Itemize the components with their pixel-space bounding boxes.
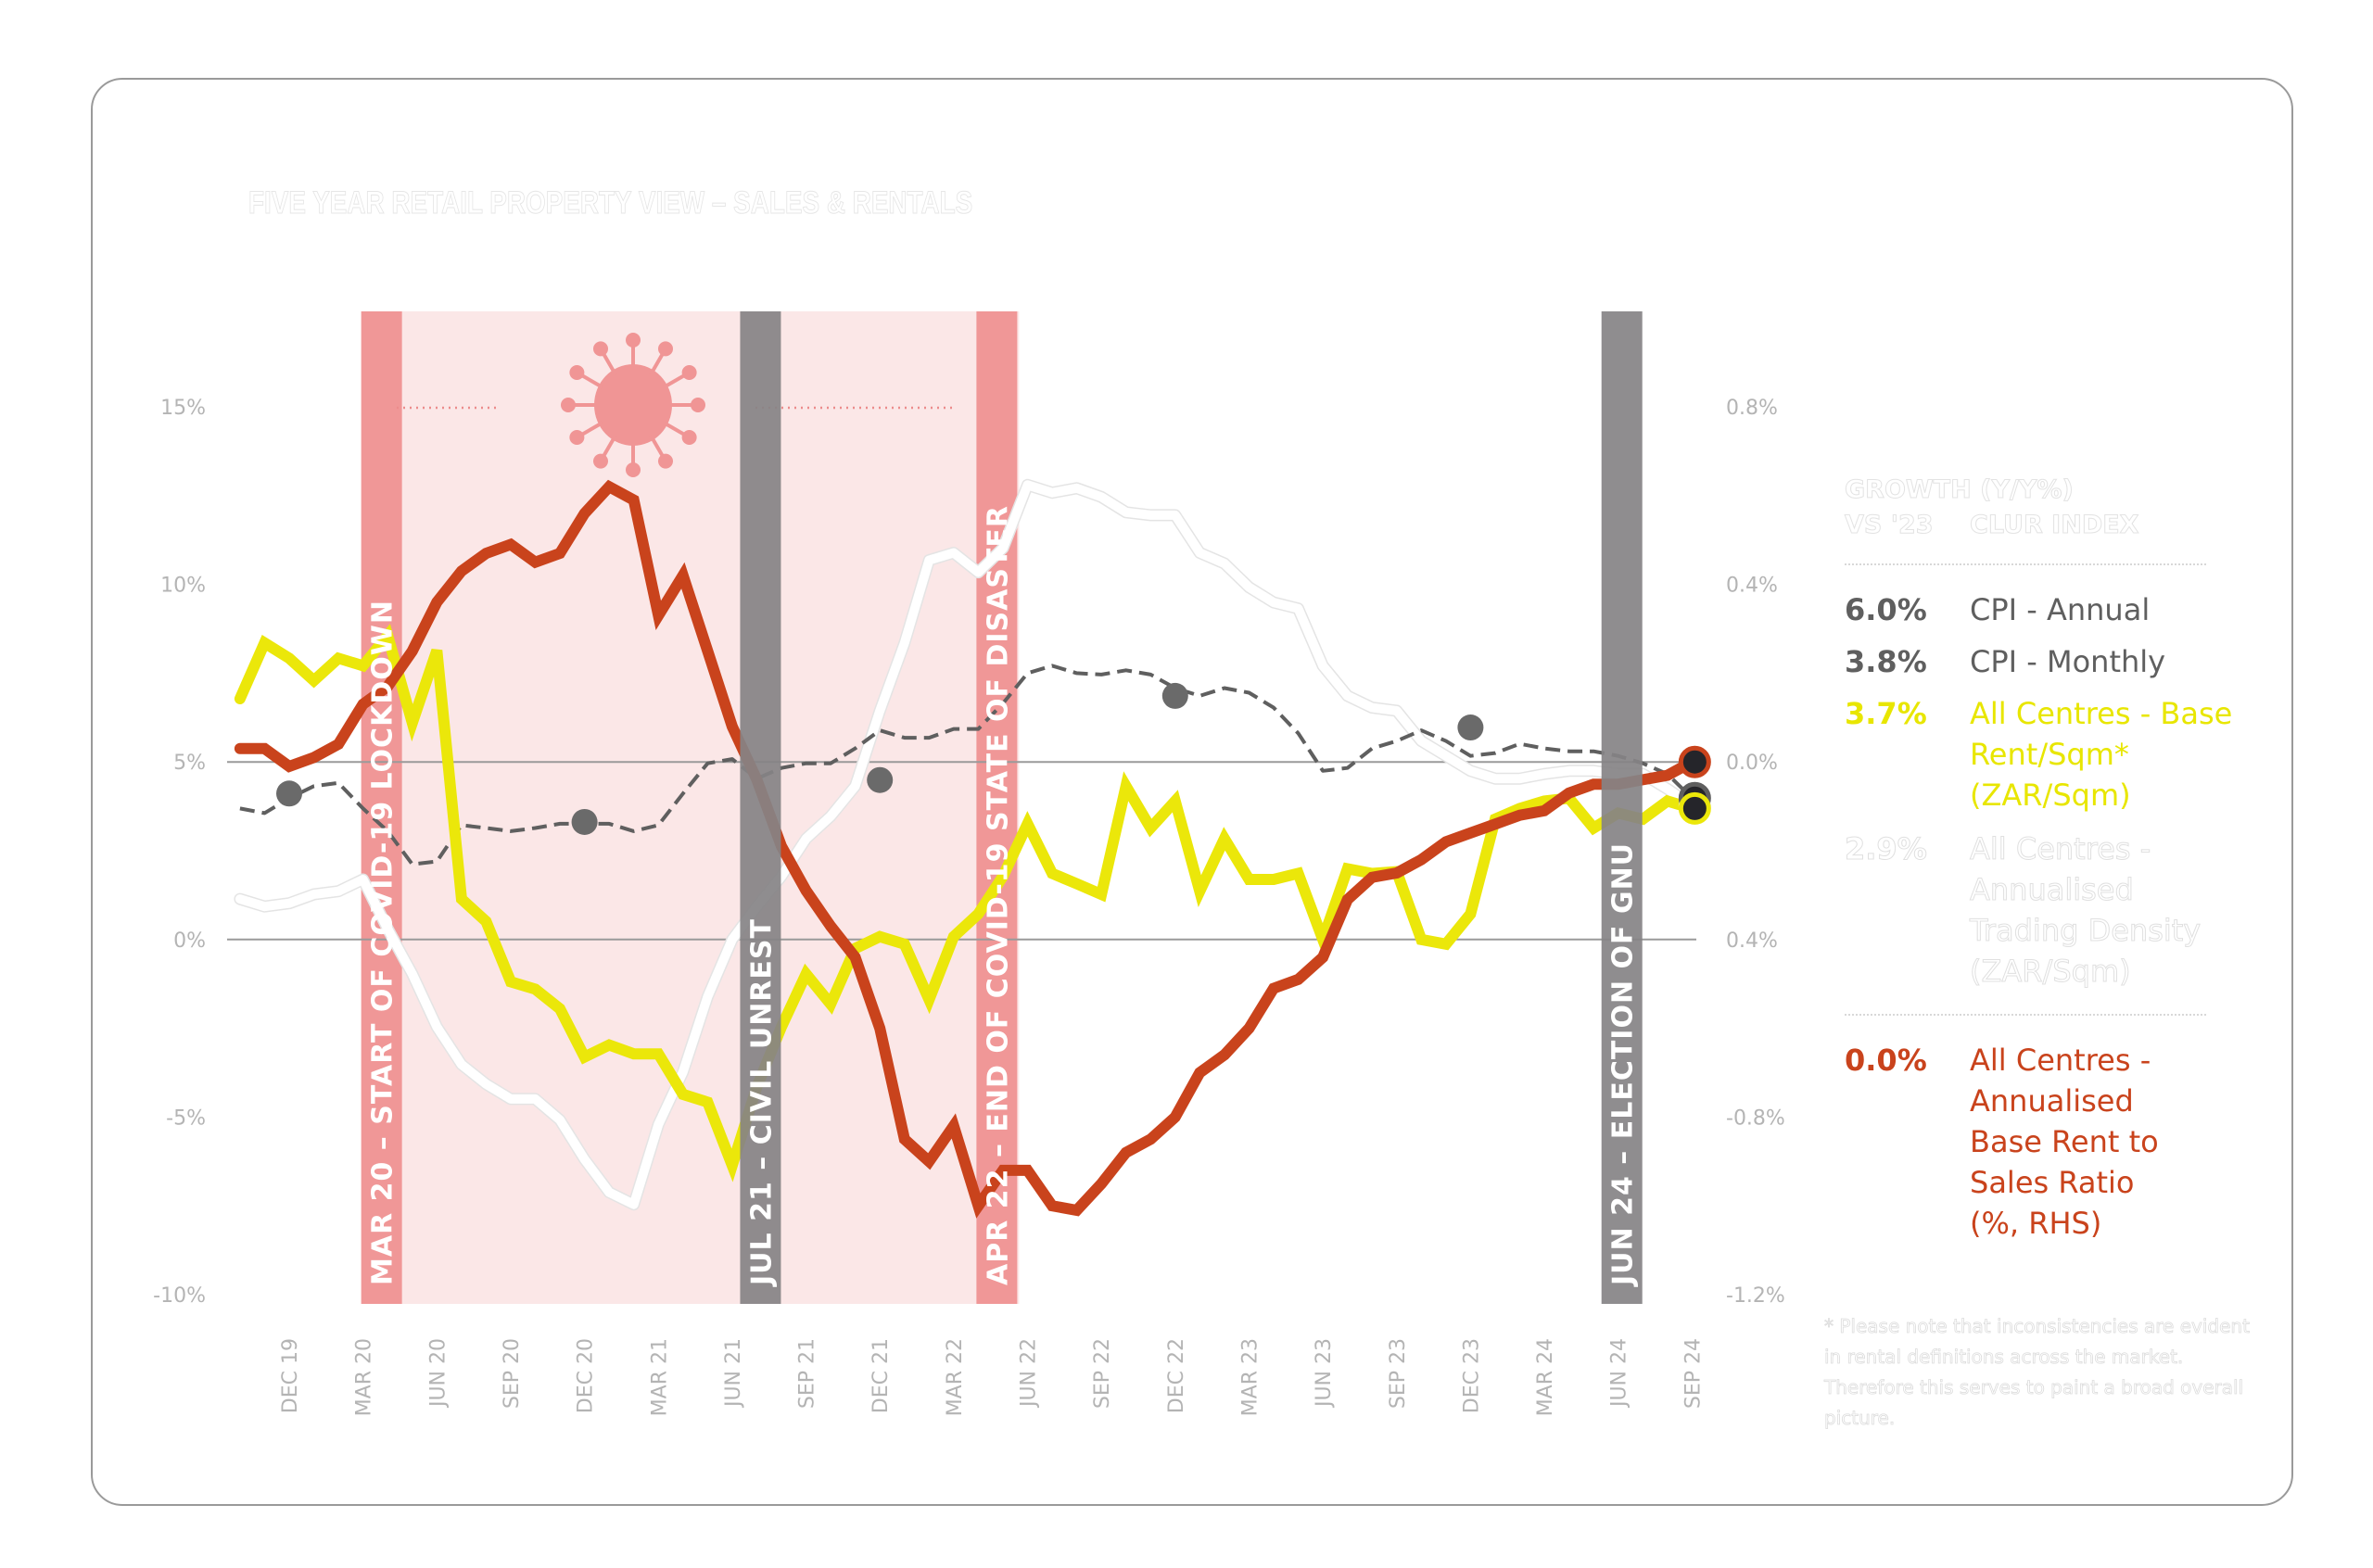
virus-spike-tip — [681, 365, 697, 380]
left-axis-tick-label: 0% — [173, 929, 206, 953]
event-band — [740, 311, 781, 1304]
legend-label: All Centres - Base Rent/Sqm* (ZAR/Sqm) — [1970, 696, 2233, 813]
event-band-overlays — [740, 311, 1643, 1304]
x-axis-tick-label: JUN 20 — [426, 1338, 450, 1409]
x-axis-tick-label: SEP 24 — [1681, 1338, 1705, 1409]
legend-value: 6.0% — [1845, 592, 1927, 627]
cpi-annual-marker — [867, 766, 894, 793]
legend: GROWTH (Y/Y%) VS '23 CLUR INDEX 6.0% CPI… — [1845, 473, 2252, 1257]
virus-spike-tip — [626, 462, 641, 477]
right-axis: 0.8% 0.4% 0.0% 0.4% -0.8% -1.2% — [1726, 397, 1785, 1308]
x-axis-tick-label: JUN 21 — [722, 1338, 745, 1409]
legend-item-cpi-monthly: 3.8% CPI - Monthly — [1845, 641, 2252, 682]
legend-heading-title: GROWTH (Y/Y%) — [1845, 475, 2075, 505]
left-axis-tick-label: 15% — [160, 397, 206, 420]
left-axis-tick-label: 5% — [173, 752, 206, 775]
virus-spike-tip — [593, 341, 608, 357]
event-band-labels: MAR 20 – START OF COVID-19 LOCKDOWN JUL 2… — [367, 505, 1640, 1287]
virus-spike-tip — [658, 453, 673, 469]
event-label: JUN 24 – ELECTION OF GNU — [1607, 842, 1640, 1287]
legend-item-base-rent: 3.7% All Centres - Base Rent/Sqm* (ZAR/S… — [1845, 693, 2252, 816]
legend-label: CPI - Annual — [1970, 592, 2151, 627]
legend-item-rent-to-sales: 0.0% All Centres - Annualised Base Rent … — [1845, 1040, 2252, 1244]
right-axis-tick-label: 0.4% — [1726, 575, 1778, 598]
legend-value: 0.0% — [1845, 1043, 1927, 1078]
virus-spike-tip — [569, 430, 585, 445]
x-axis-tick-label: SEP 23 — [1387, 1338, 1410, 1409]
base-rent-line — [234, 624, 1698, 1182]
cpi-monthly-line — [239, 664, 1694, 866]
base-rent-end-marker — [1678, 791, 1711, 825]
left-axis: 15% 10% 5% 0% -5% -10% — [153, 397, 206, 1308]
series-lines — [234, 478, 1698, 1219]
virus-icon — [397, 333, 955, 477]
legend-label: CPI - Monthly — [1970, 644, 2166, 679]
x-axis-tick-label: JUN 24 — [1608, 1338, 1631, 1409]
legend-value: 2.9% — [1845, 831, 1928, 867]
x-axis-tick-label: SEP 20 — [501, 1338, 524, 1409]
virus-spike-tip — [569, 365, 585, 380]
x-axis-tick-label: JUN 23 — [1313, 1338, 1336, 1409]
virus-body — [594, 364, 672, 446]
right-axis-tick-label: -1.2% — [1726, 1284, 1785, 1308]
trading-density-line — [235, 480, 1697, 1209]
x-axis-tick-label: DEC 21 — [869, 1338, 893, 1413]
x-axis-tick-label: MAR 22 — [944, 1338, 967, 1416]
left-axis-tick-label: 10% — [160, 575, 206, 598]
right-axis-tick-label: 0.8% — [1726, 397, 1778, 420]
cpi-annual-marker — [571, 808, 598, 835]
event-band — [976, 311, 1018, 1304]
virus-spike-tip — [658, 341, 673, 357]
virus-spike-tip — [561, 398, 576, 412]
legend-item-cpi-annual: 6.0% CPI - Annual — [1845, 589, 2252, 630]
legend-item-trading-density: 2.9% All Centres - Annualised Trading De… — [1845, 828, 2252, 992]
right-axis-tick-label: 0.4% — [1726, 929, 1778, 953]
x-axis-tick-label: DEC 22 — [1165, 1338, 1188, 1413]
x-axis-tick-label: MAR 24 — [1534, 1338, 1557, 1416]
legend-divider — [1845, 1014, 2206, 1016]
rent-to-sales-end-marker — [1678, 745, 1711, 778]
x-axis-tick-label: MAR 23 — [1238, 1338, 1262, 1416]
x-axis-tick-label: MAR 21 — [648, 1338, 671, 1416]
legend-value: 3.8% — [1845, 644, 1927, 679]
footnote: * Please note that inconsistencies are e… — [1824, 1315, 2251, 1430]
legend-label: All Centres - Annualised Base Rent to Sa… — [1970, 1043, 2159, 1241]
chart-title: FIVE YEAR RETAIL PROPERTY VIEW – SALES &… — [248, 185, 973, 221]
right-axis-tick-label: 0.0% — [1726, 752, 1778, 775]
rent-to-sales-line — [234, 479, 1698, 1219]
x-axis: DEC 19 MAR 20 JUN 20 SEP 20 DEC 20 MAR 21 JUN … — [279, 1338, 1705, 1416]
event-label: JUL 21 – CIVIL UNREST — [745, 918, 778, 1287]
x-axis-tick-label: DEC 19 — [279, 1338, 302, 1413]
x-axis-tick-label: DEC 20 — [575, 1338, 598, 1413]
cpi-annual-marker — [276, 780, 302, 807]
virus-spike-tip — [681, 430, 697, 445]
event-label: MAR 20 – START OF COVID-19 LOCKDOWN — [367, 600, 400, 1285]
series-markers — [276, 682, 1711, 835]
x-axis-tick-label: MAR 20 — [353, 1338, 376, 1416]
virus-spike-tip — [626, 333, 641, 348]
virus-spike-tip — [691, 398, 705, 412]
event-band — [361, 311, 402, 1304]
x-axis-tick-label: DEC 23 — [1460, 1338, 1483, 1413]
cpi-annual-marker — [1161, 682, 1188, 709]
legend-heading-col1: VS '23 — [1845, 511, 1935, 540]
left-axis-tick-label: -5% — [166, 1106, 206, 1130]
x-axis-tick-label: SEP 21 — [796, 1338, 819, 1409]
right-axis-tick-label: -0.8% — [1726, 1106, 1785, 1130]
x-axis-tick-label: SEP 22 — [1091, 1338, 1114, 1409]
event-band — [1601, 311, 1643, 1304]
left-axis-tick-label: -10% — [153, 1284, 206, 1308]
legend-label: All Centres - Annualised Trading Density… — [1970, 831, 2202, 990]
virus-spike-tip — [593, 453, 608, 469]
legend-divider — [1845, 563, 2206, 565]
x-axis-tick-label: JUN 22 — [1018, 1338, 1041, 1409]
legend-heading-col2: CLUR INDEX — [1970, 511, 2139, 540]
legend-value: 3.7% — [1845, 696, 1927, 731]
legend-heading: GROWTH (Y/Y%) VS '23 CLUR INDEX — [1845, 473, 2252, 543]
cpi-annual-marker — [1457, 714, 1484, 741]
event-label: APR 22 – END OF COVID-19 STATE OF DISAST… — [982, 505, 1014, 1285]
